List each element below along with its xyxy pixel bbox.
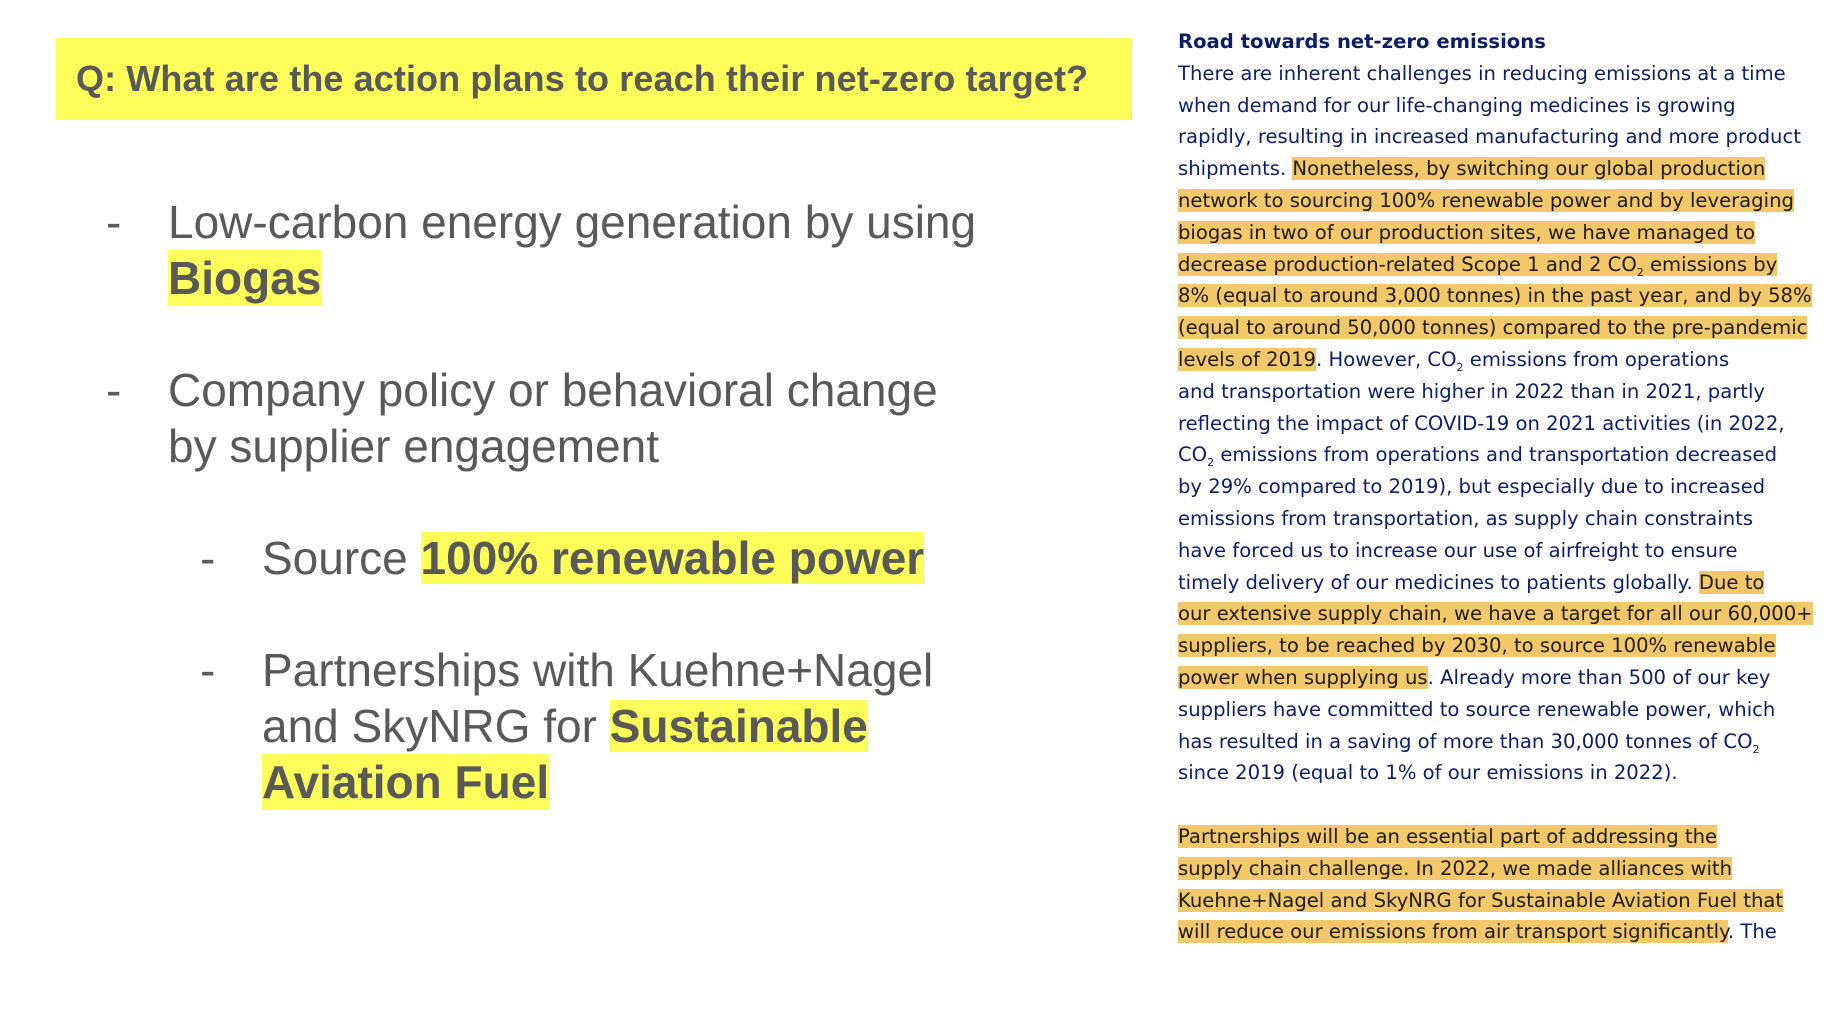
excerpt-highlight: Partnerships will be an essential part o… [1178, 824, 1718, 848]
highlight-aviation-fuel: Aviation Fuel [262, 754, 550, 810]
excerpt-line: suppliers, to be reached by 2030, to sou… [1178, 630, 1778, 662]
excerpt-line: network to sourcing 100% renewable power… [1178, 185, 1794, 217]
bullet-line: Company policy or behavioral change [168, 364, 938, 416]
excerpt-highlight: network to sourcing 100% renewable power… [1178, 188, 1794, 212]
excerpt-line: will reduce our emissions from air trans… [1178, 916, 1778, 948]
excerpt-line: suppliers have committed to source renew… [1178, 697, 1776, 721]
excerpt-line: supply chain challenge. In 2022, we made… [1178, 853, 1778, 885]
highlight-sustainable: Sustainable [609, 700, 868, 752]
subscript: 2 [1636, 265, 1644, 279]
excerpt-line: decrease production-related Scope 1 and … [1178, 249, 1778, 281]
excerpt-highlight: 8% (equal to around 3,000 tonnes) in the… [1178, 284, 1812, 308]
excerpt-line: There are inherent challenges in reducin… [1178, 61, 1786, 85]
excerpt-line: CO2 emissions from operations and transp… [1178, 439, 1778, 471]
excerpt-highlight: our extensive supply chain, we have a ta… [1178, 602, 1813, 626]
excerpt-text: has resulted in a saving of more than 30… [1178, 729, 1753, 753]
bullet-line: by supplier engagement [168, 420, 659, 472]
excerpt-line: Kuehne+Nagel and SkyNRG for Sustainable … [1178, 885, 1784, 917]
highlight-renewable-power: 100% renewable power [420, 532, 925, 584]
excerpt-highlight: decrease production-related Scope 1 and … [1178, 252, 1778, 279]
excerpt-line: emissions from transportation, as supply… [1178, 506, 1754, 530]
excerpt-text: decrease production-related Scope 1 and … [1178, 252, 1637, 276]
paragraph-gap [1178, 789, 1778, 821]
bullet-prefix: and SkyNRG for [262, 700, 610, 752]
bullet-dash: - [106, 196, 122, 248]
excerpt-text: emissions from operations and transporta… [1214, 443, 1778, 467]
excerpt-text: . Already more than 500 of our key [1427, 665, 1771, 689]
excerpt-line: levels of 2019. However, CO2 emissions f… [1178, 344, 1778, 376]
bullet-line-group: Source 100% renewable power [262, 530, 925, 586]
excerpt-highlight: Nonetheless, by switching our global pro… [1292, 157, 1766, 181]
highlight-biogas: Biogas [168, 250, 322, 306]
excerpt-line: by 29% compared to 2019), but especially… [1178, 475, 1766, 499]
excerpt-text: emissions from operations [1463, 347, 1730, 371]
excerpt-line: when demand for our life-changing medici… [1178, 93, 1736, 117]
excerpt-highlight: (equal to around 50,000 tonnes) compared… [1178, 316, 1808, 340]
excerpt-highlight: supply chain challenge. In 2022, we made… [1178, 856, 1733, 880]
subscript: 2 [1752, 742, 1760, 756]
bullet-line: Low-carbon energy generation by using [168, 196, 977, 248]
report-excerpt: Road towards net-zero emissions There ar… [1178, 26, 1813, 948]
bullet-dash: - [200, 532, 216, 584]
excerpt-line: power when supplying us. Already more th… [1178, 662, 1778, 694]
sub-bullet-renewable: - Source 100% renewable power [200, 530, 1000, 590]
sub-bullet-partnerships: - Partnerships with Kuehne+Nagel and Sky… [200, 642, 1000, 822]
question-text: Q: What are the action plans to reach th… [76, 58, 1089, 99]
excerpt-text: shipments. [1178, 157, 1293, 181]
excerpt-line: our extensive supply chain, we have a ta… [1178, 598, 1813, 630]
bullet-dash: - [200, 644, 216, 696]
bullet-line-group: and SkyNRG for Sustainable [262, 698, 868, 754]
excerpt-highlight: levels of 2019 [1178, 347, 1317, 371]
excerpt-line: Partnerships will be an essential part o… [1178, 821, 1778, 853]
bullet-dash: - [106, 364, 122, 416]
subscript: 2 [1456, 360, 1464, 374]
excerpt-line: has resulted in a saving of more than 30… [1178, 726, 1778, 758]
excerpt-highlight: power when supplying us [1178, 665, 1428, 689]
bullet-company-policy: - Company policy or behavioral change by… [106, 362, 1006, 482]
excerpt-highlight: Kuehne+Nagel and SkyNRG for Sustainable … [1178, 888, 1784, 912]
excerpt-text: . However, CO [1316, 347, 1457, 371]
excerpt-text: emissions by [1643, 252, 1778, 276]
excerpt-text: CO [1178, 443, 1208, 467]
bullet-prefix: Source [262, 532, 421, 584]
excerpt-line: 8% (equal to around 3,000 tonnes) in the… [1178, 280, 1812, 312]
bullet-line: Partnerships with Kuehne+Nagel [262, 644, 934, 696]
excerpt-highlight: will reduce our emissions from air trans… [1178, 920, 1728, 944]
excerpt-highlight: suppliers, to be reached by 2030, to sou… [1178, 634, 1776, 658]
excerpt-line: have forced us to increase our use of ai… [1178, 538, 1738, 562]
question-banner: Q: What are the action plans to reach th… [56, 38, 1132, 120]
excerpt-line: (equal to around 50,000 tonnes) compared… [1178, 312, 1808, 344]
excerpt-highlight: Due to [1698, 570, 1765, 594]
excerpt-title: Road towards net-zero emissions [1178, 30, 1546, 53]
excerpt-highlight: biogas in two of our production sites, w… [1178, 220, 1756, 244]
bullet-biogas: - Low-carbon energy generation by using … [106, 194, 1006, 314]
excerpt-line: rapidly, resulting in increased manufact… [1178, 125, 1801, 149]
excerpt-line: timely delivery of our medicines to pati… [1178, 567, 1778, 599]
excerpt-line: and transportation were higher in 2022 t… [1178, 379, 1766, 403]
excerpt-line: biogas in two of our production sites, w… [1178, 217, 1778, 249]
excerpt-text: . The [1727, 920, 1777, 944]
excerpt-text: timely delivery of our medicines to pati… [1178, 570, 1699, 594]
excerpt-line: since 2019 (equal to 1% of our emissions… [1178, 761, 1678, 785]
excerpt-line: reflecting the impact of COVID-19 on 202… [1178, 411, 1785, 435]
subscript: 2 [1207, 456, 1215, 470]
excerpt-line: shipments. Nonetheless, by switching our… [1178, 153, 1778, 185]
